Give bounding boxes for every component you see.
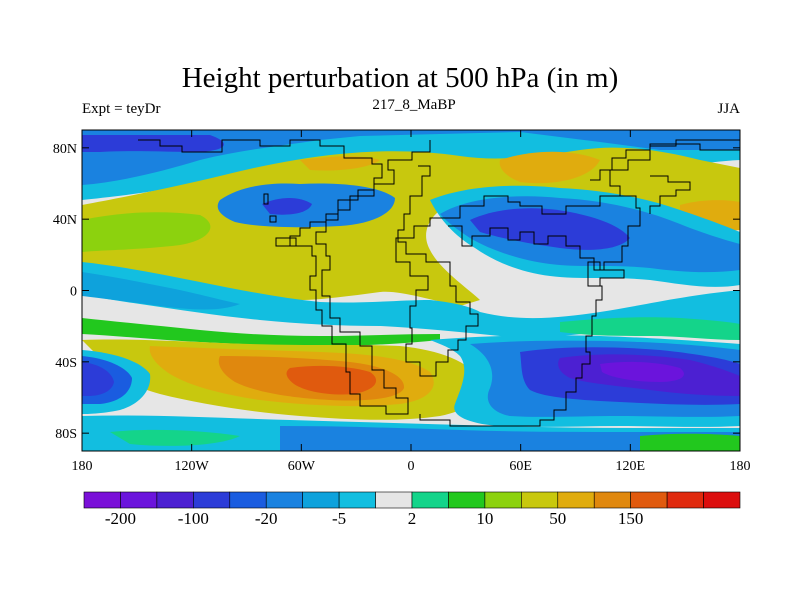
experiment-label: Expt = teyDr — [82, 101, 161, 117]
coastline-east-asia — [448, 195, 641, 271]
contour-green-antarctic — [640, 433, 740, 451]
lon-tick-label: 0 — [408, 459, 415, 474]
lat-tick-label: 0 — [70, 285, 77, 300]
coastlines — [138, 139, 740, 427]
colorbar-swatch — [120, 491, 158, 509]
colorbar-swatch — [156, 491, 194, 509]
colorbar-swatch — [593, 491, 631, 509]
run-id-label: 217_8_MaBP — [372, 97, 456, 113]
contour-cyan-equatorial — [82, 262, 740, 338]
lon-tick-label: 120E — [616, 459, 646, 474]
lon-tick-label: 180 — [72, 459, 93, 474]
season-label: JJA — [717, 101, 740, 117]
contour-yellow-ridge-north — [82, 147, 740, 306]
contour-orange-north-asia — [499, 151, 600, 184]
lat-tick-label: 40N — [53, 213, 77, 228]
contour-orange-north-pacific — [300, 156, 380, 171]
coastline-north-america — [138, 139, 431, 415]
contour-violet-south-low — [600, 361, 684, 382]
colorbar-label: -5 — [332, 509, 346, 528]
lon-tick-label: 60E — [509, 459, 532, 474]
longitude-axis: 180 120W 60W 0 60E 120E 180 — [72, 130, 751, 474]
lat-tick-label: 80S — [55, 427, 77, 442]
contour-lightblue-equatorial — [82, 272, 240, 310]
contour-blue-north-band — [82, 130, 740, 196]
lat-tick-label: 40S — [55, 356, 77, 371]
colorbar-label: 50 — [549, 509, 566, 528]
colorbar-swatch — [229, 491, 267, 509]
contour-blue-antarctic — [280, 426, 740, 451]
contour-green-south-east — [560, 317, 740, 340]
coastline-australia — [419, 285, 603, 427]
colorbar-swatch — [302, 491, 340, 509]
colorbar-swatch — [521, 491, 559, 509]
latitude-axis: 80N 40N 0 40S 80S — [53, 142, 740, 442]
colorbar-swatch — [265, 491, 303, 509]
coastline-caribbean — [263, 193, 297, 247]
colorbar-label: -100 — [178, 509, 209, 528]
contour-field — [82, 130, 740, 451]
colorbar-label: 10 — [476, 509, 493, 528]
contour-green-south-tropic — [82, 318, 440, 346]
colorbar-swatch — [557, 491, 595, 509]
colorbar: -200 -100 -20 -5 2 10 50 150 — [83, 491, 741, 528]
contour-orange-east — [680, 200, 740, 231]
contour-blue-deep-na — [262, 198, 312, 215]
coastline-eurasia-africa — [395, 139, 740, 377]
colorbar-swatch — [666, 491, 704, 509]
contour-deepblue-eurasia — [470, 208, 630, 250]
colorbar-swatch — [375, 491, 413, 509]
colorbar-label: 150 — [618, 509, 644, 528]
colorbar-swatch — [703, 491, 741, 509]
coastline-north-east — [649, 175, 691, 214]
contour-blue-deep-north — [82, 135, 224, 152]
colorbar-label: 2 — [408, 509, 417, 528]
colorbar-swatch — [193, 491, 231, 509]
map-title: Height perturbation at 500 hPa (in m) — [181, 62, 619, 94]
lat-tick-label: 80N — [53, 142, 77, 157]
contour-green-antarctic-west — [110, 429, 240, 446]
lon-tick-label: 60W — [288, 459, 316, 474]
colorbar-swatch — [448, 491, 486, 509]
contour-greenyellow-west — [82, 212, 211, 252]
colorbar-swatch — [83, 491, 121, 509]
coastline-arctic-asia — [590, 143, 740, 181]
lon-tick-label: 180 — [730, 459, 751, 474]
colorbar-swatch — [484, 491, 522, 509]
colorbar-swatch — [630, 491, 668, 509]
colorbar-swatch — [411, 491, 449, 509]
lon-tick-label: 120W — [175, 459, 210, 474]
colorbar-label: -200 — [105, 509, 136, 528]
contour-red-south-ridge — [286, 365, 377, 395]
contour-deepblue-sw-low — [82, 362, 114, 396]
colorbar-label: -20 — [255, 509, 278, 528]
colorbar-swatch — [338, 491, 376, 509]
